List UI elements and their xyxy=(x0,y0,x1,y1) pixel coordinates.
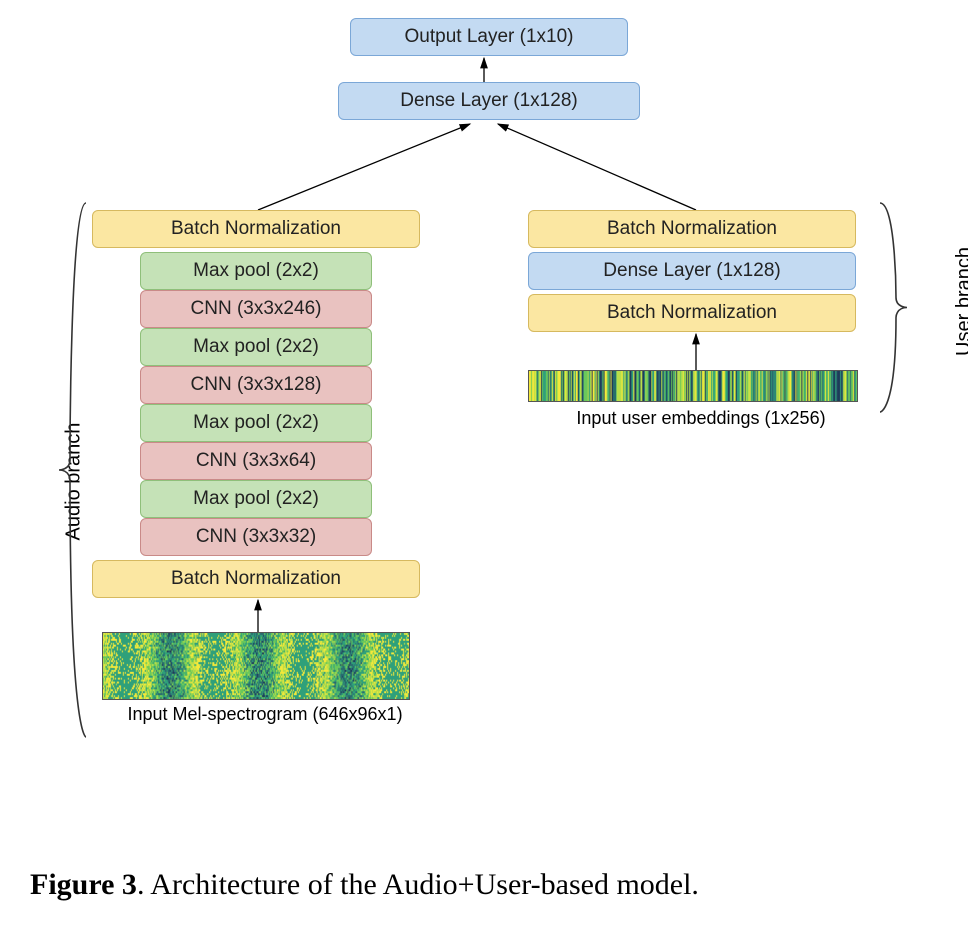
figure-caption-rest: . Architecture of the Audio+User-based m… xyxy=(137,868,699,901)
output-layer: Output Layer (1x10) xyxy=(350,18,628,56)
user-embedding-strip xyxy=(528,370,858,402)
audio-cnn2: CNN (3x3x128) xyxy=(140,366,372,404)
user-branch-label: User branch xyxy=(953,247,968,356)
figure-caption-bold: Figure 3 xyxy=(30,868,137,901)
user-input-caption: Input user embeddings (1x256) xyxy=(546,408,856,429)
arrow-audio-to-dense xyxy=(258,124,470,210)
audio-bn-top: Batch Normalization xyxy=(92,210,420,248)
audio-mp3: Max pool (2x2) xyxy=(140,404,372,442)
user-bn-bot: Batch Normalization xyxy=(528,294,856,332)
user-dense: Dense Layer (1x128) xyxy=(528,252,856,290)
audio-cnn1: CNN (3x3x246) xyxy=(140,290,372,328)
user-brace xyxy=(876,200,910,415)
audio-spectrogram xyxy=(102,632,410,700)
user-bn-top: Batch Normalization xyxy=(528,210,856,248)
audio-cnn3: CNN (3x3x64) xyxy=(140,442,372,480)
audio-mp4: Max pool (2x2) xyxy=(140,480,372,518)
figure-caption: Figure 3. Architecture of the Audio+User… xyxy=(30,868,940,902)
top-dense-layer: Dense Layer (1x128) xyxy=(338,82,640,120)
arrow-user-to-dense xyxy=(498,124,696,210)
audio-bn-bot: Batch Normalization xyxy=(92,560,420,598)
audio-input-caption: Input Mel-spectrogram (646x96x1) xyxy=(100,704,430,725)
audio-brace xyxy=(56,200,90,740)
audio-mp2: Max pool (2x2) xyxy=(140,328,372,366)
audio-cnn4: CNN (3x3x32) xyxy=(140,518,372,556)
audio-mp1: Max pool (2x2) xyxy=(140,252,372,290)
